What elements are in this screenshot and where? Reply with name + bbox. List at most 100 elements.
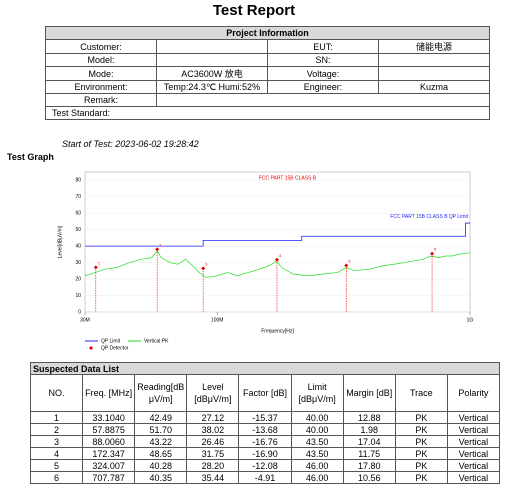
column-header: Trace: [394, 374, 448, 412]
cell: 33.1040: [82, 411, 136, 424]
marker: [344, 263, 349, 268]
marker-label: 4: [279, 253, 282, 258]
y-tick-label: 30: [75, 260, 81, 266]
cell: 12.88: [342, 411, 396, 424]
marker-label: 1: [98, 260, 101, 265]
cell: 40.28: [134, 459, 188, 472]
report-title: Test Report: [212, 2, 296, 19]
marker: [93, 265, 98, 270]
marker: [430, 251, 435, 256]
cell: 11.75: [342, 447, 396, 460]
x-axis-label: Frequency[Hz]: [261, 328, 294, 334]
cell: PK: [394, 411, 448, 424]
table-header: Project Information: [45, 26, 490, 40]
cell: Vertical: [446, 411, 501, 424]
cell: 43.50: [290, 435, 344, 448]
column-header: Reading[dBμV/m]: [134, 374, 188, 412]
row: Mode: AC3600W 放电 Voltage:: [45, 66, 490, 81]
cell: 40.00: [290, 411, 344, 424]
row: 6 707.787 40.35 35.44 -4.91 46.00 10.56 PK Verti…: [29, 471, 501, 484]
cell: 2: [29, 423, 84, 436]
cell: -15.37: [238, 411, 292, 424]
row: Remark:: [45, 93, 490, 107]
cell: 40.35: [134, 471, 188, 484]
cell: 42.49: [134, 411, 188, 424]
chart-title: FCC PART 15B CLASS B: [259, 175, 317, 181]
column-header: Factor [dB]: [238, 374, 292, 412]
cell: 707.787: [82, 471, 136, 484]
cell: Vertical: [446, 435, 501, 448]
x-tick-label: 30M: [80, 317, 90, 323]
y-tick-label: 80: [75, 178, 81, 184]
cell: 17.80: [342, 459, 396, 472]
y-tick-label: 40: [75, 243, 81, 249]
column-header: Level [dBμV/m]: [186, 374, 240, 412]
cell: PK: [394, 459, 448, 472]
column-header: NO.: [29, 374, 84, 412]
cell: 88.0060: [82, 435, 136, 448]
row: 2 57.8875 51.70 38.02 -13.68 40.00 1.98 PK Verti…: [29, 423, 501, 436]
cell: 324.007: [82, 459, 136, 472]
cell: 48.65: [134, 447, 188, 460]
y-axis-label: Level[dBμV/m]: [57, 225, 63, 258]
cell: -13.68: [238, 423, 292, 436]
y-tick-label: 50: [75, 227, 81, 233]
legend-label: QP Detector: [101, 345, 129, 351]
column-header: Polarity: [446, 374, 501, 412]
cell: -12.08: [238, 459, 292, 472]
row: 3 88.0060 43.22 26.46 -16.76 43.50 17.04 PK Vert…: [29, 435, 501, 448]
chart: 0 10 20 30 40 50 60 70 80 30M 100M 1G Frequency[Hz] L…: [57, 171, 474, 351]
project-table: Project Information Customer: EUT: 储能电源 Mode…: [45, 26, 490, 120]
table-header: Suspected Data List: [30, 362, 500, 375]
marker-label: 2: [159, 242, 162, 247]
cell: PK: [394, 447, 448, 460]
cell: 6: [29, 471, 84, 484]
plot-area: [84, 171, 471, 313]
limit-label: FCC PART 15B CLASS B QP Limit: [390, 214, 468, 220]
series-line: [85, 222, 470, 247]
marker-label: 5: [348, 259, 351, 264]
marker-label: 6: [434, 247, 437, 252]
column-header: Freq. [MHz]: [82, 374, 136, 412]
cell: 46.00: [290, 459, 344, 472]
start-of-test: Start of Test: 2023-06-02 19:28:42: [62, 139, 199, 149]
y-tick-label: 20: [75, 276, 81, 282]
cell: PK: [394, 435, 448, 448]
cell: 26.46: [186, 435, 240, 448]
cell: 43.22: [134, 435, 188, 448]
cell: -16.76: [238, 435, 292, 448]
column-header: Limit [dBμV/m]: [290, 374, 344, 412]
cell: PK: [394, 471, 448, 484]
x-tick-label: 100M: [211, 317, 224, 323]
cell: 10.56: [342, 471, 396, 484]
cell: Vertical: [446, 423, 501, 436]
cell: 28.20: [186, 459, 240, 472]
row: 4 172.347 48.65 31.75 -16.90 43.50 11.75 PK Vert…: [29, 447, 501, 460]
x-tick-label: 1G: [467, 317, 474, 323]
cell: 3: [29, 435, 84, 448]
legend-swatch: [89, 346, 93, 350]
row: 1 33.1040 42.49 27.12 -15.37 40.00 12.88 PK Vert…: [29, 411, 501, 424]
cell: 27.12: [186, 411, 240, 424]
cell: 57.8875: [82, 423, 136, 436]
cell: 31.75: [186, 447, 240, 460]
cell: 17.04: [342, 435, 396, 448]
data-table: Suspected Data List NO. Freq. [MHz] Reading…: [29, 362, 501, 484]
legend-label: QP Limit: [101, 338, 121, 344]
cell: 38.02: [186, 423, 240, 436]
y-tick-label: 70: [75, 194, 81, 200]
legend-label: Vertical PK: [144, 338, 169, 344]
cell: 172.347: [82, 447, 136, 460]
cell: -16.90: [238, 447, 292, 460]
marker: [274, 257, 279, 262]
cell: 51.70: [134, 423, 188, 436]
cell: -4.91: [238, 471, 292, 484]
cell: 1: [29, 411, 84, 424]
cell: 43.50: [290, 447, 344, 460]
row: Suspected Data List: [30, 362, 500, 375]
cell: 4: [29, 447, 84, 460]
graph-title: Test Graph: [7, 152, 54, 162]
marker: [201, 266, 206, 271]
cell: PK: [394, 423, 448, 436]
marker: [155, 247, 160, 252]
